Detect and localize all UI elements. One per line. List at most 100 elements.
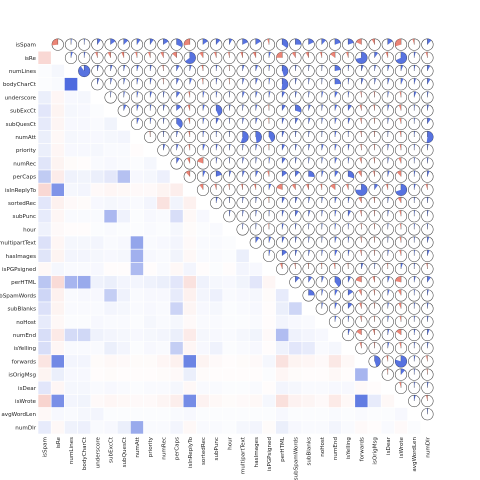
cell-isInReplyTo-sortedRec-pie-slice	[199, 184, 203, 190]
cell-isSpam-hour-pie-slice	[229, 38, 233, 45]
cell-isDear-subBlanks	[301, 380, 316, 395]
cell-noHost-bodyCharCt	[77, 314, 92, 329]
cell-subExcCt-numRec-pie-slice	[163, 104, 165, 111]
cell-sortedRec-multipartText-pie-slice	[242, 197, 244, 203]
cell-numRec-sortedRec-pie-slice	[197, 157, 203, 164]
cell-isSpam-isRe-pie-slice	[52, 38, 58, 46]
column-label-noHost: noHost	[320, 436, 326, 457]
cell-subBlanks-bodyCharCt	[77, 301, 92, 316]
cell-noHost-isOrigMsg-pie-slice	[373, 316, 375, 322]
cell-isRe-underscore-pie-slice	[95, 52, 98, 58]
cell-isOrigMsg-hour	[222, 367, 237, 382]
cell-numRec-isOrigMsg-pie-slice	[373, 157, 375, 164]
cell-numAtt-hour-pie-slice	[229, 131, 231, 137]
cell-isRe-sortedRec-pie-slice	[199, 52, 203, 58]
cell-numLines-isYelling-pie-slice	[348, 65, 350, 71]
cell-forwards-perCaps	[169, 354, 184, 369]
cell-underscore-subPunc-pie-slice	[216, 91, 218, 98]
cell-perCaps-numDlr-pie-slice	[427, 170, 430, 177]
cell-isSpam-numRec-pie-slice	[163, 38, 169, 45]
cell-hasImages-subBlanks-pie-slice	[308, 250, 311, 256]
cell-noHost-subSpamWords	[288, 314, 303, 329]
column-label-isSpam: isSpam	[43, 437, 49, 457]
cell-bodyCharCt-numDlr-pie-slice	[427, 78, 431, 85]
cell-subQuesCt-forwards-pie-slice	[359, 118, 362, 124]
cell-subExcCt-isSpam	[37, 103, 52, 118]
cell-isWrote-isPGPsigned	[262, 394, 276, 408]
cell-numAtt-isRe	[50, 130, 65, 144]
cell-subSpamWords-isWrote-pie-slice	[397, 289, 401, 296]
cell-underscore-isYelling-pie-slice	[348, 91, 350, 98]
cell-numAtt-noHost-pie-slice	[321, 131, 323, 137]
cell-underscore-isPGPsigned-pie-slice	[269, 91, 271, 98]
cell-subSpamWords-numAtt	[130, 288, 144, 303]
cell-priority-perCaps-pie-slice	[176, 144, 179, 151]
column-label-subExcCt: subExcCt	[109, 436, 115, 463]
cell-isDear-multipartText	[235, 380, 250, 395]
cell-isPGPsigned-numEnd-pie-slice	[333, 263, 335, 269]
cell-numLines-subBlanks-pie-slice	[308, 65, 310, 71]
cell-isRe-perCaps-pie-slice	[172, 52, 177, 58]
cell-noHost-subExcCt	[103, 314, 118, 329]
cell-isSpam-sortedRec-pie-slice	[203, 38, 208, 45]
cell-forwards-subBlanks	[301, 354, 316, 369]
cell-subQuesCt-avgWordLen-pie-slice	[414, 118, 415, 124]
cell-isOrigMsg-subQuesCt	[116, 367, 131, 382]
cell-subPunc-multipartText-pie-slice	[242, 210, 244, 217]
cell-numDlr-noHost	[314, 420, 329, 435]
cell-isInReplyTo-avgWordLen-pie-slice	[414, 184, 416, 190]
cell-isOrigMsg-bodyCharCt	[77, 367, 92, 382]
cell-forwards-priority	[143, 354, 158, 369]
cell-sortedRec-subExcCt	[103, 196, 118, 210]
cell-sortedRec-subSpamWords-pie-slice	[295, 197, 298, 203]
cell-perHTML-isPGPsigned	[262, 275, 276, 290]
cell-isOrigMsg-hasImages	[248, 367, 263, 382]
cell-subSpamWords-numEnd-pie-slice	[335, 289, 338, 296]
cell-perCaps-numEnd-pie-slice	[335, 170, 339, 177]
cell-isSpam-isInReplyTo-pie-slice	[184, 38, 190, 46]
cell-isOrigMsg-isInReplyTo	[182, 367, 197, 382]
cell-avgWordLen-subSpamWords	[288, 407, 303, 422]
cell-isInReplyTo-noHost-pie-slice	[320, 184, 322, 190]
cell-numDlr-priority	[143, 420, 158, 435]
cell-underscore-subQuesCt-pie-slice	[123, 91, 125, 98]
cell-isYelling-noHost	[314, 341, 329, 356]
cell-isInReplyTo-numRec	[156, 182, 171, 197]
cell-subQuesCt-subPunc-pie-slice	[216, 118, 219, 124]
cell-perHTML-isInReplyTo	[182, 275, 197, 290]
cell-forwards-isDear-pie-slice	[386, 355, 388, 362]
cell-underscore-numEnd-pie-slice	[335, 91, 338, 98]
cell-noHost-isPGPsigned	[262, 314, 276, 329]
cell-noHost-numLines	[64, 314, 78, 329]
cell-isInReplyTo-isOrigMsg-pie-slice	[374, 184, 379, 190]
row-label-isWrote: isWrote	[15, 399, 37, 405]
cell-priority-multipartText-pie-slice	[242, 144, 244, 151]
cell-isDear-subExcCt	[103, 380, 118, 395]
cell-isDear-perHTML	[275, 380, 290, 395]
cell-multipartText-isSpam	[37, 235, 52, 250]
column-label-subSpamWords: subSpamWords	[293, 437, 299, 480]
cell-subQuesCt-hasImages-pie-slice	[255, 118, 258, 124]
cell-hour-bodyCharCt	[77, 222, 92, 237]
cell-perHTML-subExcCt	[103, 275, 118, 290]
cell-numRec-subQuesCt	[116, 156, 131, 171]
column-label-isInReplyTo: isInReplyTo	[188, 436, 194, 468]
cell-perCaps-forwards-pie-slice	[357, 170, 362, 177]
column-label-sortedRec: sortedRec	[201, 437, 207, 465]
cell-isYelling-isWrote-pie-slice	[399, 342, 401, 349]
cell-underscore-numDlr-pie-slice	[427, 91, 429, 98]
cell-noHost-multipartText	[235, 314, 250, 329]
cell-numLines-avgWordLen-pie-slice	[414, 65, 416, 71]
cell-isYelling-isSpam	[37, 341, 52, 356]
cell-perHTML-isYelling-pie-slice	[348, 276, 351, 283]
cell-sortedRec-numAtt	[130, 196, 144, 210]
cell-numEnd-underscore	[90, 328, 105, 342]
cell-priority-isRe	[50, 143, 65, 158]
cell-numEnd-subQuesCt	[116, 328, 131, 342]
cell-isRe-isPGPsigned-pie-slice	[269, 52, 271, 58]
column-label-multipartText: multipartText	[241, 436, 247, 474]
cell-isRe-bodyCharCt-pie-slice	[84, 52, 86, 58]
cell-priority-numAtt	[130, 143, 144, 158]
cell-underscore-sortedRec-pie-slice	[203, 91, 205, 98]
cell-isOrigMsg-isDear-pie-slice	[387, 368, 388, 375]
